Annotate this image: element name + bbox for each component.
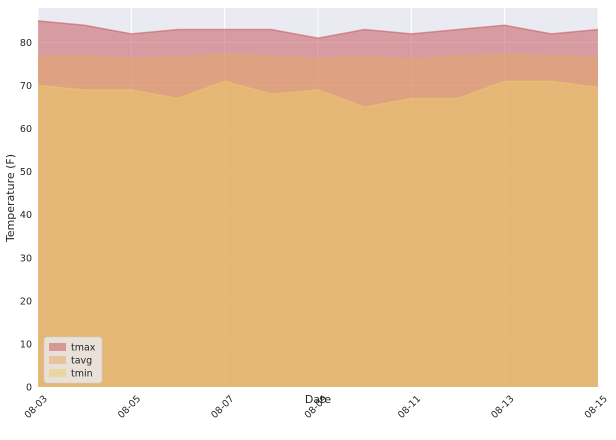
y-tick-label: 80 — [20, 38, 32, 49]
y-tick-label: 30 — [20, 253, 32, 264]
x-tick-label: 08-15 — [583, 394, 610, 421]
y-tick-label: 70 — [20, 81, 32, 92]
legend-label-tmax: tmax — [71, 343, 96, 354]
area-layer — [37, 20, 599, 388]
y-axis-label: Temperature (F) — [4, 154, 17, 243]
x-tick-label: 08-05 — [116, 394, 143, 421]
y-tick-label: 20 — [20, 296, 32, 307]
x-tick-label: 08-07 — [209, 394, 236, 421]
line-tmax — [37, 20, 599, 39]
legend-label-tmin: tmin — [71, 369, 93, 380]
y-tick-label: 0 — [26, 383, 32, 394]
x-tick-label: 08-03 — [23, 394, 50, 421]
legend-swatch-tmax — [49, 343, 66, 351]
y-tick-label: 60 — [20, 124, 32, 135]
legend-label-tavg: tavg — [71, 356, 92, 367]
line-tmin — [37, 80, 599, 108]
y-tick-label: 40 — [20, 210, 32, 221]
area-tmin — [38, 81, 598, 387]
line-tavg — [37, 53, 599, 61]
y-tick-label: 50 — [20, 167, 32, 178]
legend: tmax tavg tmin — [43, 336, 103, 384]
legend-swatch-tmin — [49, 369, 66, 377]
y-tick-label: 10 — [20, 339, 32, 350]
x-axis-label: Date — [305, 393, 332, 406]
x-tick-label: 08-13 — [489, 394, 516, 421]
x-tick-label: 08-11 — [396, 394, 423, 421]
legend-swatch-tavg — [49, 356, 66, 364]
